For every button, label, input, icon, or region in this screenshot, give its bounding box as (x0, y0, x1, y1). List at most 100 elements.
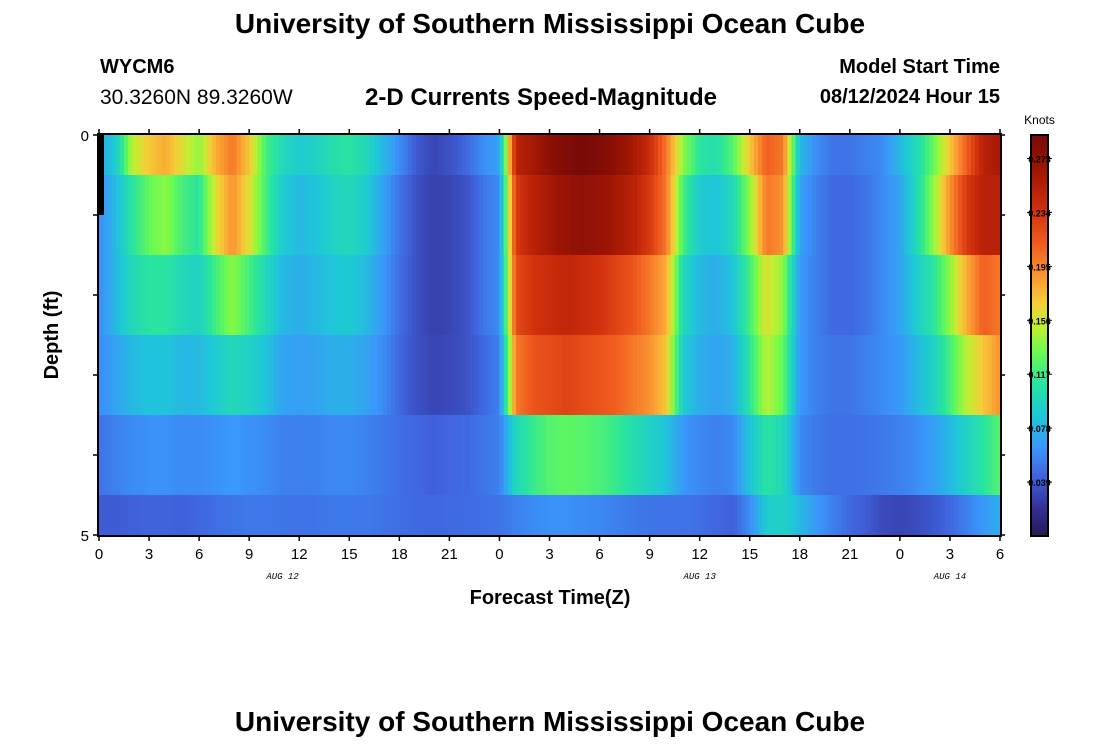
heatmap-cell (349, 255, 355, 336)
heatmap-cell (983, 415, 989, 496)
heatmap-cell (607, 495, 613, 536)
heatmap-cell (703, 415, 709, 496)
heatmap-cell (411, 175, 417, 256)
heatmap-cell (136, 415, 142, 496)
heatmap-cell (441, 335, 446, 416)
heatmap-cell (908, 495, 913, 536)
heatmap-cell (824, 135, 830, 176)
heatmap-cell (787, 135, 793, 176)
heatmap-cell (132, 255, 138, 336)
heatmap-cell (737, 175, 742, 256)
heatmap-cell (482, 255, 488, 336)
heatmap-cell (766, 415, 772, 496)
heatmap-cell (570, 415, 576, 496)
heatmap-cell (695, 415, 701, 496)
heatmap-cell (495, 175, 501, 256)
heatmap-cell (320, 335, 325, 416)
heatmap-cell (165, 335, 171, 416)
heatmap-cell (161, 255, 167, 336)
heatmap-cell (599, 335, 605, 416)
heatmap-cell (674, 335, 680, 416)
x-tick-label: 18 (391, 546, 408, 563)
heatmap-cell (812, 175, 818, 256)
heatmap-cell (770, 135, 776, 176)
heatmap-cell (966, 175, 972, 256)
heatmap-cell (424, 255, 430, 336)
heatmap-cell (365, 135, 371, 176)
heatmap-cell (716, 415, 722, 496)
heatmap-cell (991, 135, 997, 176)
heatmap-cell (791, 415, 797, 496)
heatmap-cell (549, 335, 555, 416)
heatmap-cell (778, 495, 784, 536)
heatmap-cell (616, 135, 622, 176)
heatmap-cell (578, 495, 584, 536)
heatmap-cell (824, 415, 830, 496)
heatmap-cell (411, 255, 417, 336)
heatmap-cell (570, 495, 576, 536)
heatmap-cell (132, 135, 138, 176)
heatmap-cell (386, 335, 392, 416)
heatmap-cell (516, 175, 521, 256)
heatmap-cell (758, 135, 763, 176)
heatmap-cell (274, 175, 279, 256)
heatmap-cell (854, 255, 859, 336)
heatmap-cell (916, 415, 922, 496)
heatmap-cell (491, 175, 496, 256)
heatmap-cell (858, 335, 863, 416)
x-tick-label: 0 (495, 546, 503, 563)
heatmap-cell (328, 175, 334, 256)
colorbar-tick-label: 0.273 (1028, 155, 1051, 165)
heatmap-cell (357, 495, 363, 536)
heatmap-cell (345, 415, 350, 496)
heatmap-cell (720, 335, 726, 416)
heatmap-cell (286, 335, 292, 416)
colorbar-title: Knots (1024, 113, 1055, 127)
heatmap-cell (745, 135, 751, 176)
heatmap-cell (682, 135, 688, 176)
heatmap-cell (470, 255, 476, 336)
heatmap-cell (958, 255, 964, 336)
heatmap-cell (124, 415, 129, 496)
heatmap-cell (232, 175, 238, 256)
heatmap-cell (174, 175, 179, 256)
heatmap-cell (891, 415, 897, 496)
heatmap-cell (891, 495, 897, 536)
heatmap-cell (403, 175, 409, 256)
heatmap-cell (286, 255, 292, 336)
heatmap-cell (870, 135, 876, 176)
heatmap-cell (783, 335, 788, 416)
heatmap-cell (461, 495, 467, 536)
heatmap-cell (111, 495, 117, 536)
heatmap-cell (670, 175, 676, 256)
heatmap-cell (299, 335, 304, 416)
heatmap-cell (549, 175, 555, 256)
heatmap-cell (599, 415, 605, 496)
heatmap-cell (657, 415, 663, 496)
heatmap-cell (895, 495, 901, 536)
heatmap-cell (737, 335, 742, 416)
heatmap-cell (695, 335, 701, 416)
heatmap-cell (803, 135, 809, 176)
heatmap-cell (361, 495, 367, 536)
heatmap-cell (336, 415, 342, 496)
heatmap-cell (457, 335, 463, 416)
heatmap-cell (778, 335, 784, 416)
heatmap-cell (186, 415, 192, 496)
heatmap-cell (737, 255, 742, 336)
heatmap-cell (657, 335, 663, 416)
heatmap-cell (207, 495, 213, 536)
heatmap-cell (503, 255, 509, 336)
heatmap-cell (879, 135, 884, 176)
heatmap-cell (541, 415, 546, 496)
heatmap-cell (311, 335, 317, 416)
x-tick-label: 9 (645, 546, 653, 563)
heatmap-cell (912, 415, 918, 496)
heatmap-cell (449, 175, 455, 256)
heatmap-cell (682, 175, 688, 256)
heatmap-cell (249, 495, 254, 536)
heatmap-cell (708, 415, 713, 496)
heatmap-cell (161, 335, 167, 416)
heatmap-cell (532, 135, 538, 176)
heatmap-cell (115, 135, 121, 176)
